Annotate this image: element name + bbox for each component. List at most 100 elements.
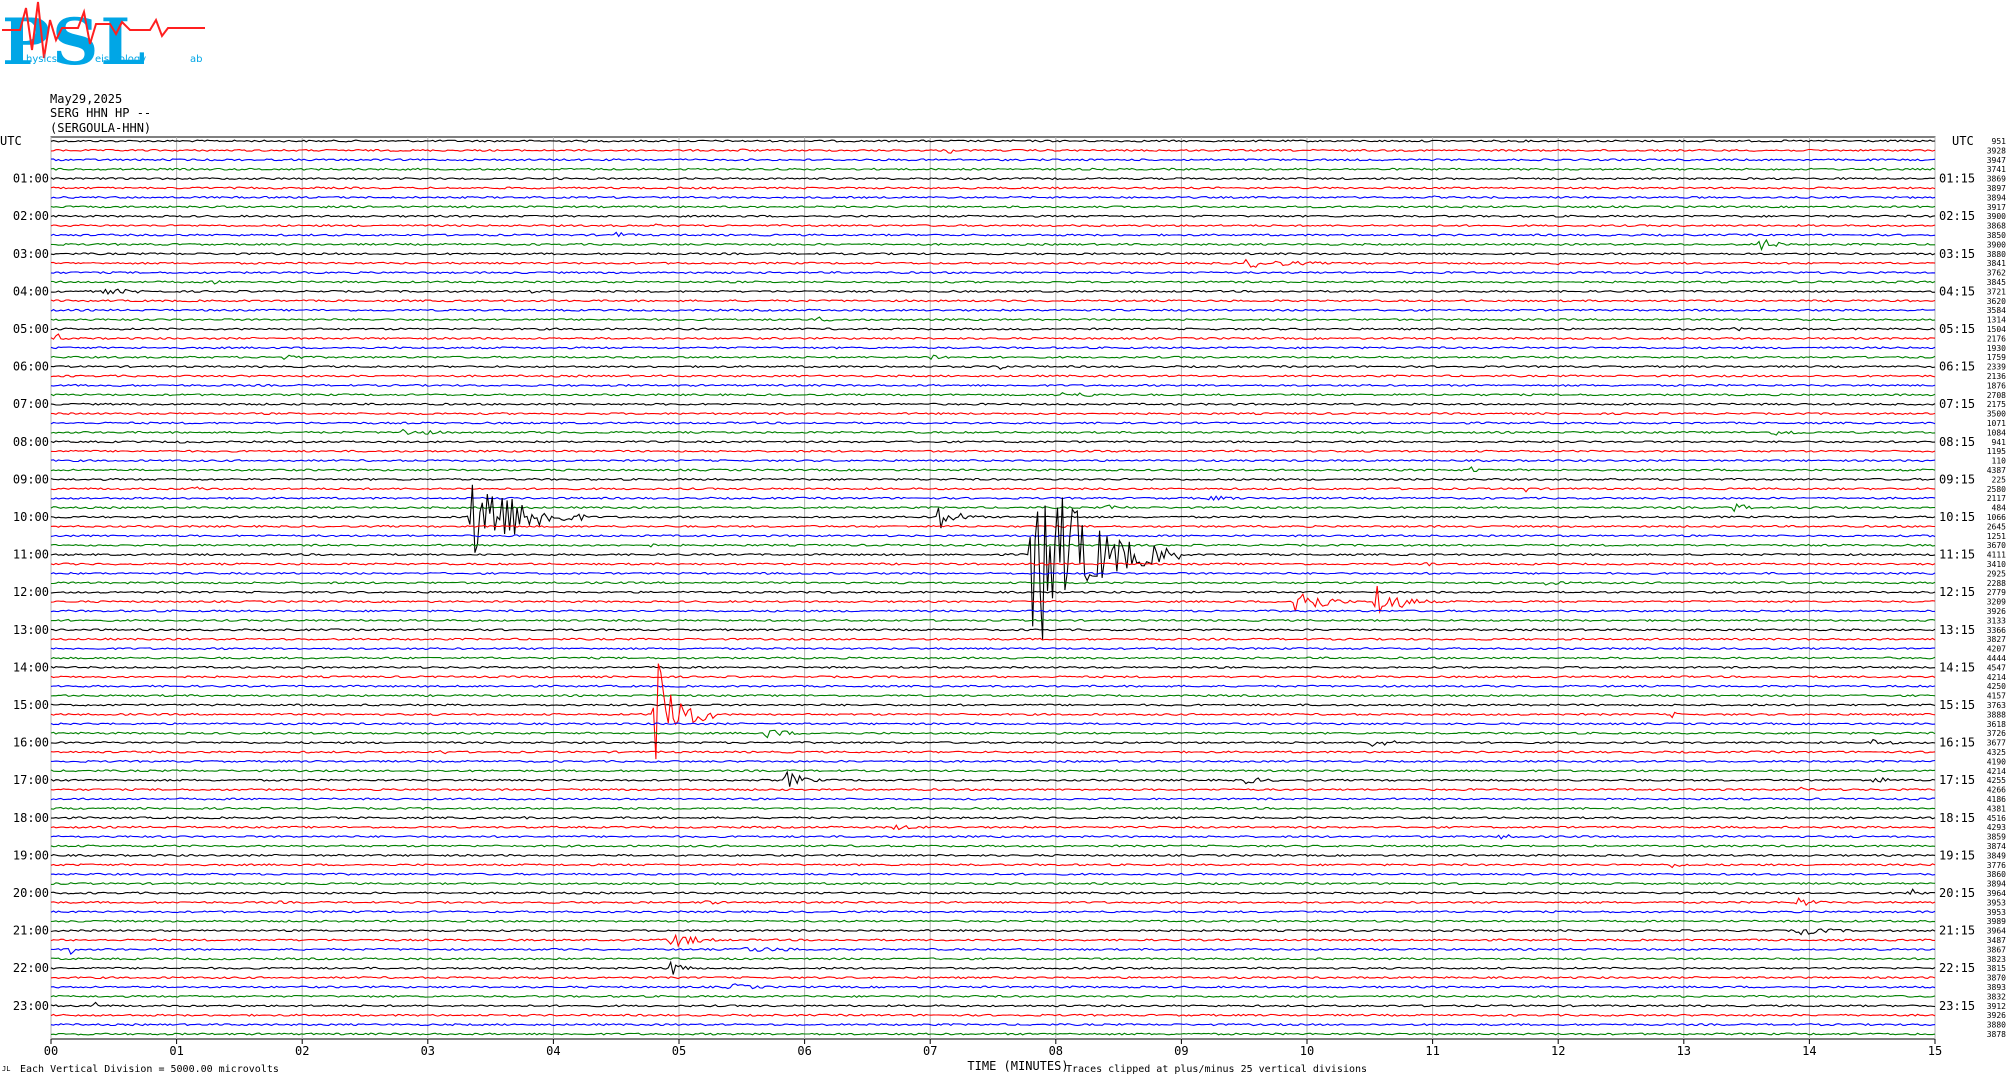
logo-caption-physics: hysics	[26, 54, 57, 65]
left-hour-label: 07:00	[13, 397, 49, 411]
trace-offset-label: 3762	[1987, 269, 2006, 278]
trace-line	[50, 897, 1936, 907]
left-hour-label: 15:00	[13, 698, 49, 712]
trace-offset-label: 3209	[1987, 598, 2006, 607]
right-hour-label: 11:15	[1939, 548, 1975, 562]
trace-offset-label: 4214	[1987, 673, 2006, 682]
trace-line	[50, 177, 1936, 181]
trace-offset-label: 4207	[1987, 645, 2006, 654]
x-tick-label: 01	[169, 1044, 183, 1058]
trace-offset-label: 3859	[1987, 833, 2006, 842]
left-hour-label: 11:00	[13, 548, 49, 562]
left-hour-label: 02:00	[13, 209, 49, 223]
trace-line	[50, 571, 1936, 575]
trace-offset-label: 3953	[1987, 908, 2006, 917]
trace-offset-label: 3618	[1987, 720, 2006, 729]
left-hour-label: 03:00	[13, 247, 49, 261]
trace-offset-label: 2580	[1987, 485, 2006, 494]
x-axis-title: TIME (MINUTES)	[967, 1059, 1068, 1073]
trace-line	[50, 440, 1936, 444]
trace-offset-label: 2339	[1987, 363, 2006, 372]
trace-offset-label: 3878	[1987, 1030, 2006, 1039]
trace-offset-label: 2708	[1987, 391, 2006, 400]
left-hour-label: 14:00	[13, 660, 49, 674]
trace-line	[50, 327, 1936, 332]
trace-offset-label: 1084	[1987, 428, 2006, 437]
trace-line	[50, 486, 1936, 493]
trace-offset-label: 3860	[1987, 870, 2006, 879]
trace-offset-label: 3584	[1987, 306, 2006, 315]
trace-line	[50, 158, 1936, 162]
right-hour-label: 15:15	[1939, 698, 1975, 712]
trace-offset-label: 1504	[1987, 325, 2006, 334]
trace-line	[50, 495, 1936, 501]
trace-line	[51, 581, 1936, 586]
trace-offset-label: 3850	[1987, 231, 2006, 240]
trace-line	[50, 797, 1936, 801]
x-tick-label: 04	[546, 1044, 560, 1058]
trace-line	[50, 299, 1936, 303]
x-tick-label: 05	[672, 1044, 686, 1058]
left-hour-label: 01:00	[13, 172, 49, 186]
trace-offset-label: 3677	[1987, 739, 2006, 748]
x-tick-label: 09	[1174, 1044, 1188, 1058]
trace-line	[50, 618, 1936, 622]
left-hour-label: 21:00	[13, 924, 49, 938]
trace-offset-label: 4111	[1987, 551, 2006, 560]
trace-offset-label: 3947	[1987, 156, 2006, 165]
trace-line	[50, 354, 1936, 361]
trace-offset-label: 2136	[1987, 372, 2006, 381]
trace-line	[50, 888, 1936, 896]
trace-offset-label: 3763	[1987, 701, 2006, 710]
right-hour-label: 12:15	[1939, 585, 1975, 599]
trace-offset-label: 3894	[1987, 193, 2006, 202]
left-hour-label: 08:00	[13, 435, 49, 449]
right-hour-label: 18:15	[1939, 811, 1975, 825]
right-hour-label: 03:15	[1939, 247, 1975, 261]
left-hour-label: 06:00	[13, 360, 49, 374]
trace-offset-label: 1876	[1987, 381, 2006, 390]
header-channel: (SERGOULA-HHN)	[50, 121, 152, 135]
trace-line	[50, 459, 1936, 463]
trace-line	[50, 637, 1936, 641]
trace-offset-label: 3776	[1987, 861, 2006, 870]
trace-line	[50, 316, 1936, 322]
trace-offset-label: 1930	[1987, 344, 2006, 353]
trace-offset-label: 3926	[1987, 1011, 2006, 1020]
trace-offset-label: 3832	[1987, 992, 2006, 1001]
trace-offset-label: 3410	[1987, 560, 2006, 569]
psl-logo: PSL hysics eismology ab	[2, 1, 205, 75]
trace-line	[50, 656, 1936, 660]
trace-offset-label: 3726	[1987, 729, 2006, 738]
trace-line	[50, 769, 1936, 773]
label-layer: 00 01 02 03 04 05 06 07 08 09 10 11 12 13 14 1595139283…	[0, 134, 2006, 1073]
left-hour-label: 17:00	[13, 773, 49, 787]
left-hour-label: 16:00	[13, 736, 49, 750]
trace-line	[50, 148, 1936, 154]
trace-offset-label: 1195	[1987, 447, 2006, 456]
trace-offset-label: 3841	[1987, 259, 2006, 268]
corner-mark: JL	[2, 1065, 11, 1073]
trace-offset-label: 3815	[1987, 964, 2006, 973]
trace-offset-label: 3888	[1987, 710, 2006, 719]
trace-line	[50, 1001, 1936, 1008]
right-hour-label: 07:15	[1939, 397, 1975, 411]
trace-line	[51, 957, 1936, 961]
trace-offset-label: 1759	[1987, 353, 2006, 362]
trace-line	[50, 139, 1936, 143]
trace-line	[50, 466, 1936, 472]
trace-offset-label: 4186	[1987, 795, 2006, 804]
trace-line	[50, 872, 1936, 876]
trace-line	[50, 484, 1936, 553]
trace-line	[50, 675, 1936, 679]
trace-line	[50, 770, 1936, 787]
trace-offset-label: 4325	[1987, 748, 2006, 757]
trace-offset-label: 3928	[1987, 146, 2006, 155]
trace-line	[50, 392, 1936, 397]
trace-line	[50, 665, 1936, 669]
trace-offset-label: 4516	[1987, 814, 2006, 823]
trace-line	[50, 288, 1936, 296]
trace-offset-label: 1071	[1987, 419, 2006, 428]
trace-line	[50, 271, 1936, 275]
trace-line	[50, 729, 1936, 739]
